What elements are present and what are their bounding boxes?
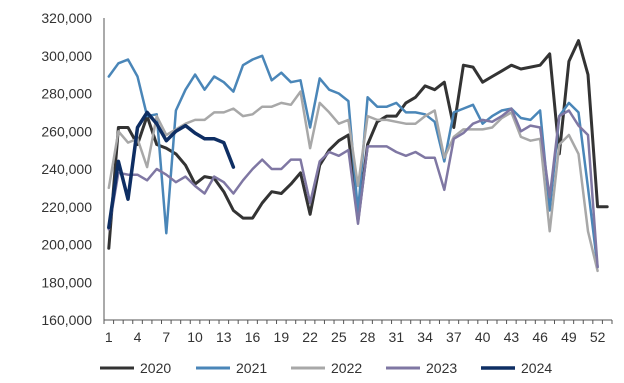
x-tick-label: 10 (187, 329, 203, 345)
series-line-2022 (107, 90, 599, 273)
chart-legend: 2020 2021 2022 2023 2024 (100, 360, 552, 376)
legend-label: 2024 (521, 360, 552, 376)
series-line-2023 (107, 107, 599, 269)
x-tick-label: 46 (532, 329, 548, 345)
series-line-2024 (107, 110, 236, 230)
x-tick-label: 28 (360, 329, 376, 345)
y-tick-label: 200,000 (41, 237, 92, 253)
x-tick-label: 49 (561, 329, 577, 345)
y-tick-label: 240,000 (41, 161, 92, 177)
x-tick-label: 1 (105, 329, 113, 345)
y-tick-label: 320,000 (41, 10, 92, 26)
x-tick-label: 4 (134, 329, 142, 345)
legend-label: 2021 (236, 360, 267, 376)
x-tick-label: 19 (274, 329, 290, 345)
legend-label: 2022 (331, 360, 362, 376)
x-tick-label: 31 (389, 329, 405, 345)
x-tick-label: 13 (216, 329, 232, 345)
x-tick-label: 52 (590, 329, 606, 345)
legend-label: 2020 (140, 360, 171, 376)
y-tick-label: 160,000 (41, 312, 92, 328)
y-tick-label: 300,000 (41, 48, 92, 64)
x-tick-label: 40 (475, 329, 491, 345)
y-tick-label: 280,000 (41, 86, 92, 102)
y-tick-label: 220,000 (41, 199, 92, 215)
y-tick-label: 260,000 (41, 123, 92, 139)
x-tick-label: 7 (162, 329, 170, 345)
x-tick-label: 16 (245, 329, 261, 345)
chart-axes: 160,000 180,000 200,000 220,000 240,000 260,0… (41, 10, 613, 345)
series-layer (107, 39, 609, 273)
x-tick-label: 34 (417, 329, 433, 345)
legend-label: 2023 (426, 360, 457, 376)
x-tick-label: 25 (331, 329, 347, 345)
y-tick-label: 180,000 (41, 274, 92, 290)
x-tick-label: 37 (446, 329, 462, 345)
x-tick-label: 43 (504, 329, 520, 345)
x-tick-label: 22 (302, 329, 318, 345)
